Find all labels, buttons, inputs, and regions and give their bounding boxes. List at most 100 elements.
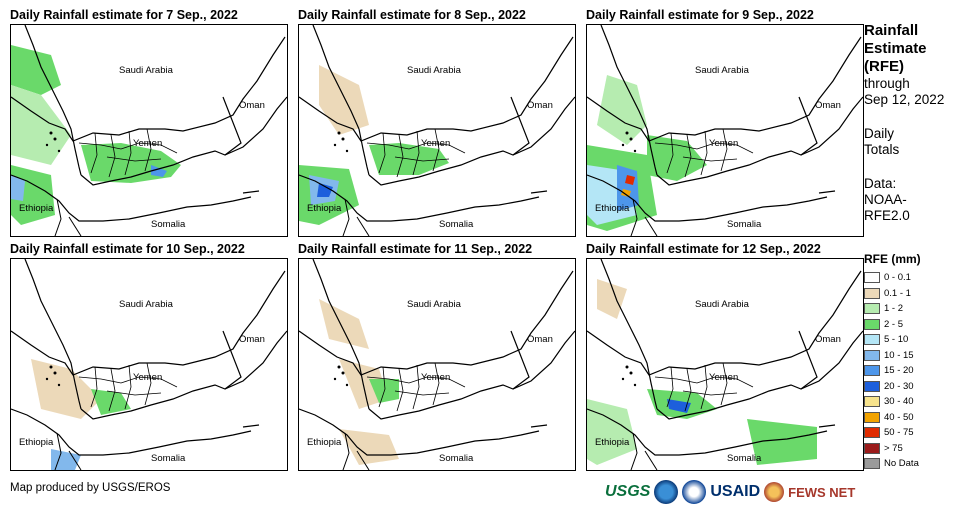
legend-item: 5 - 10 [864,332,964,348]
fews-net-logo: FEWS NET [788,484,856,500]
legend-swatch [864,303,880,315]
label-saudi-arabia: Saudi Arabia [695,65,749,76]
label-saudi-arabia: Saudi Arabia [695,299,749,310]
map-credit: Map produced by USGS/EROS [10,482,171,494]
label-yemen: Yemen [421,372,451,383]
panel-title: Daily Rainfall estimate for 8 Sep., 2022 [298,8,526,22]
label-ethiopia: Ethiopia [19,437,54,448]
label-yemen: Yemen [133,372,163,383]
label-ethiopia: Ethiopia [307,437,342,448]
noaa-logo-icon [654,480,679,504]
legend-label: 0 - 0.1 [884,272,911,284]
usaid-seal-icon [682,480,707,504]
legend-swatch [864,380,880,392]
legend-label: 20 - 30 [884,380,914,392]
panel-title: Daily Rainfall estimate for 12 Sep., 202… [586,242,821,256]
legend-item: 30 - 40 [864,394,964,410]
label-somalia: Somalia [439,219,474,230]
side-date: Sep 12, 2022 [864,92,945,107]
legend-swatch [864,458,880,470]
label-oman: Oman [239,100,265,111]
side-through: through [864,76,910,91]
rainfall-map: Saudi Arabia Oman Yemen Ethiopia Somalia [586,24,864,237]
legend-item: 0.1 - 1 [864,286,964,302]
side-title-line1: Rainfall [864,22,919,39]
rainfall-map: Saudi Arabia Oman Yemen Ethiopia Somalia [10,24,288,237]
side-daily: Daily [864,126,895,141]
label-oman: Oman [815,100,841,111]
map-graphic [299,259,575,470]
usgs-logo: USGS [605,483,651,500]
legend-swatch [864,287,880,299]
fews-net-logo-icon [764,482,785,502]
legend-swatch [864,272,880,284]
legend-item: 0 - 0.1 [864,270,964,286]
rainfall-map: Saudi Arabia Oman Yemen Ethiopia Somalia [10,258,288,471]
label-oman: Oman [815,334,841,345]
label-ethiopia: Ethiopia [307,203,342,214]
side-data-label: Data: [864,176,897,191]
panel-title: Daily Rainfall estimate for 7 Sep., 2022 [10,8,238,22]
label-saudi-arabia: Saudi Arabia [407,299,461,310]
label-yemen: Yemen [421,138,451,149]
label-saudi-arabia: Saudi Arabia [407,65,461,76]
label-yemen: Yemen [709,372,739,383]
legend-label: 0.1 - 1 [884,287,911,299]
panel-title: Daily Rainfall estimate for 9 Sep., 2022 [586,8,814,22]
label-somalia: Somalia [151,453,186,464]
label-saudi-arabia: Saudi Arabia [119,299,173,310]
map-graphic [299,25,575,236]
label-ethiopia: Ethiopia [595,203,630,214]
map-graphic [11,25,287,236]
legend-label: 5 - 10 [884,334,909,346]
label-somalia: Somalia [727,453,762,464]
legend-item: 10 - 15 [864,348,964,364]
map-graphic [11,259,287,470]
legend-label: > 75 [884,442,903,454]
legend-swatch [864,396,880,408]
panel-title: Daily Rainfall estimate for 11 Sep., 202… [298,242,533,256]
label-saudi-arabia: Saudi Arabia [119,65,173,76]
label-ethiopia: Ethiopia [595,437,630,448]
side-title-line2: Estimate [864,40,927,57]
label-somalia: Somalia [439,453,474,464]
legend-label: 30 - 40 [884,396,914,408]
legend-item: 2 - 5 [864,317,964,333]
legend-item: No Data [864,456,964,472]
legend-item: 1 - 2 [864,301,964,317]
legend-label: 10 - 15 [884,349,914,361]
legend-swatch [864,442,880,454]
legend-item: 40 - 50 [864,410,964,426]
label-yemen: Yemen [133,138,163,149]
side-source2: RFE2.0 [864,208,910,223]
side-source1: NOAA- [864,192,907,207]
legend-label: 15 - 20 [884,365,914,377]
label-oman: Oman [527,100,553,111]
legend-title: RFE (mm) [864,252,921,266]
legend-label: 2 - 5 [884,318,904,330]
legend-swatch [864,349,880,361]
legend-label: No Data [884,458,919,470]
map-graphic [587,25,863,236]
side-title-line3: (RFE) [864,58,904,75]
label-ethiopia: Ethiopia [19,203,54,214]
side-totals: Totals [864,142,900,157]
legend-item: 50 - 75 [864,425,964,441]
legend-label: 50 - 75 [884,427,914,439]
legend-item: > 75 [864,441,964,457]
map-description: Rainfall Estimate (RFE) through Sep 12, … [864,22,964,224]
legend-swatch [864,318,880,330]
label-somalia: Somalia [151,219,186,230]
label-oman: Oman [527,334,553,345]
legend-swatch [864,365,880,377]
legend-item: 20 - 30 [864,379,964,395]
label-oman: Oman [239,334,265,345]
legend-label: 1 - 2 [884,303,904,315]
partner-logos: USGS USAID FEWS NET [605,478,855,506]
legend-rows: 0 - 0.1 0.1 - 1 1 - 2 2 - 5 5 - 10 10 - 15 15 … [864,270,964,472]
label-yemen: Yemen [709,138,739,149]
usaid-logo: USAID [710,483,761,500]
legend-swatch [864,411,880,423]
legend-swatch [864,334,880,346]
rfe-legend: RFE (mm) 0 - 0.1 0.1 - 1 1 - 2 2 - 5 5 - 10 1… [864,252,964,472]
